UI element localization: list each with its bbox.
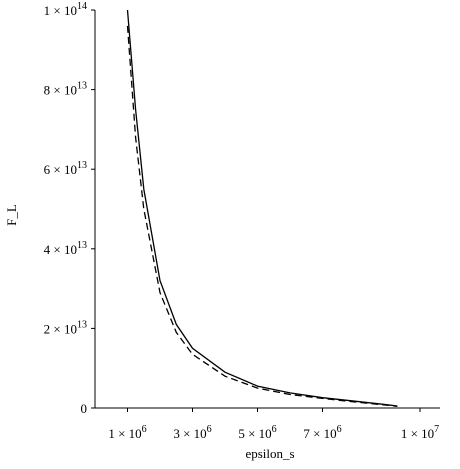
y-tick-label: 4 × 1013 [44, 240, 87, 257]
x-tick-label: 3 × 106 [173, 424, 211, 441]
y-tick-label: 0 [81, 401, 88, 416]
y-tick-label: 8 × 1013 [44, 81, 87, 98]
x-tick-label: 7 × 106 [303, 424, 341, 441]
x-axis-label: epsilon_s [245, 446, 294, 461]
x-tick-label: 1 × 107 [401, 424, 439, 441]
x-tick-label: 5 × 106 [238, 424, 276, 441]
curve [126, 10, 398, 407]
x-tick-label: 1 × 106 [108, 424, 146, 441]
y-tick-label: 2 × 1013 [44, 319, 87, 336]
y-axis-label: F_L [4, 204, 19, 226]
plot-area [126, 10, 398, 408]
y-tick-label: 1 × 1014 [44, 1, 87, 18]
y-tick-label: 6 × 1013 [44, 160, 87, 177]
curve [126, 25, 398, 408]
